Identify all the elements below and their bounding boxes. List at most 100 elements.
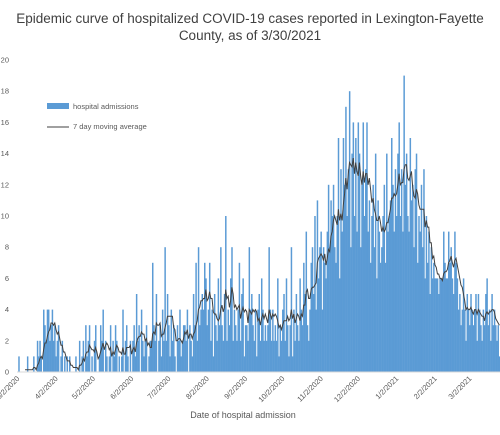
bar (441, 278, 444, 372)
bar (410, 200, 413, 372)
bar (377, 200, 379, 372)
bar (178, 340, 180, 372)
bar (108, 356, 111, 372)
bar (488, 309, 491, 372)
bar (129, 340, 132, 372)
bar (316, 200, 319, 372)
bar (18, 356, 20, 372)
bar (144, 340, 147, 372)
x-tick-label: 1/2/2021 (373, 374, 400, 401)
bar (407, 216, 409, 372)
bar (477, 294, 480, 372)
bar (399, 216, 402, 372)
bar (101, 340, 103, 372)
bar (86, 356, 88, 372)
bar (145, 325, 148, 372)
bar (472, 325, 475, 372)
bar (138, 325, 140, 372)
bar (38, 356, 40, 372)
bar (257, 309, 259, 372)
y-tick-label: 2 (5, 336, 9, 345)
bar (134, 356, 137, 372)
bar (339, 278, 341, 372)
bar (420, 184, 423, 372)
bar (319, 247, 321, 372)
bar (413, 247, 415, 372)
bar (466, 294, 469, 372)
bar (376, 278, 378, 372)
bar (491, 294, 493, 372)
bar (483, 325, 486, 372)
bar (232, 340, 234, 372)
bar (371, 216, 373, 372)
bar (312, 294, 315, 372)
y-axis-tick-labels: 0 2 4 6 8 10 12 14 16 18 20 (1, 56, 9, 377)
y-tick-label: 4 (5, 305, 9, 314)
bar (64, 356, 66, 372)
bar (346, 216, 348, 372)
bar (205, 278, 207, 372)
chart-title-line-1: Epidemic curve of hospitalized COVID-19 … (16, 11, 484, 26)
bar (179, 309, 181, 372)
bar (381, 247, 383, 372)
bar (112, 340, 114, 372)
bar (414, 169, 417, 372)
bar (409, 138, 412, 372)
bar (470, 294, 472, 372)
bar (283, 294, 285, 372)
bar (384, 262, 387, 372)
bar (222, 340, 225, 372)
x-tick-label: 8/2/2020 (184, 374, 211, 401)
bar (54, 325, 56, 372)
bar (449, 262, 451, 372)
bar (121, 356, 123, 372)
bar (436, 278, 439, 372)
bar (239, 340, 242, 372)
bar (457, 309, 460, 372)
bar (82, 340, 85, 372)
bar (403, 75, 405, 372)
bar (106, 356, 108, 372)
bar (159, 325, 161, 372)
bar (230, 278, 232, 372)
bar (186, 309, 189, 372)
bar (243, 356, 246, 372)
bar (446, 278, 449, 372)
bar (116, 340, 118, 372)
bar (202, 309, 205, 372)
y-tick-label: 20 (1, 56, 9, 65)
bar (57, 325, 60, 372)
bar (140, 309, 143, 372)
bar (309, 309, 311, 372)
bar (154, 340, 156, 372)
bar (184, 325, 186, 372)
x-tick-label: 3/2/2020 (0, 374, 21, 401)
bar (227, 309, 230, 372)
bar (498, 356, 500, 372)
bar (492, 325, 495, 372)
bar (459, 294, 461, 372)
bar (269, 309, 272, 372)
bar (475, 294, 477, 372)
bar (163, 340, 165, 372)
bar (388, 216, 391, 372)
bar (294, 340, 296, 372)
bar (398, 122, 400, 373)
bar (285, 278, 288, 372)
bar (322, 247, 325, 372)
bar (253, 340, 256, 372)
bar (254, 309, 257, 372)
bar (195, 262, 197, 372)
bar (476, 340, 478, 372)
bar (321, 309, 324, 372)
bar (244, 325, 247, 372)
bar (469, 325, 471, 372)
bar (142, 340, 144, 372)
bar (426, 262, 429, 372)
bar (331, 216, 334, 372)
bar (249, 309, 252, 372)
bar (394, 169, 397, 372)
bar (317, 278, 320, 372)
x-axis-label: Date of hospital admission (190, 410, 296, 420)
bar (301, 325, 304, 372)
